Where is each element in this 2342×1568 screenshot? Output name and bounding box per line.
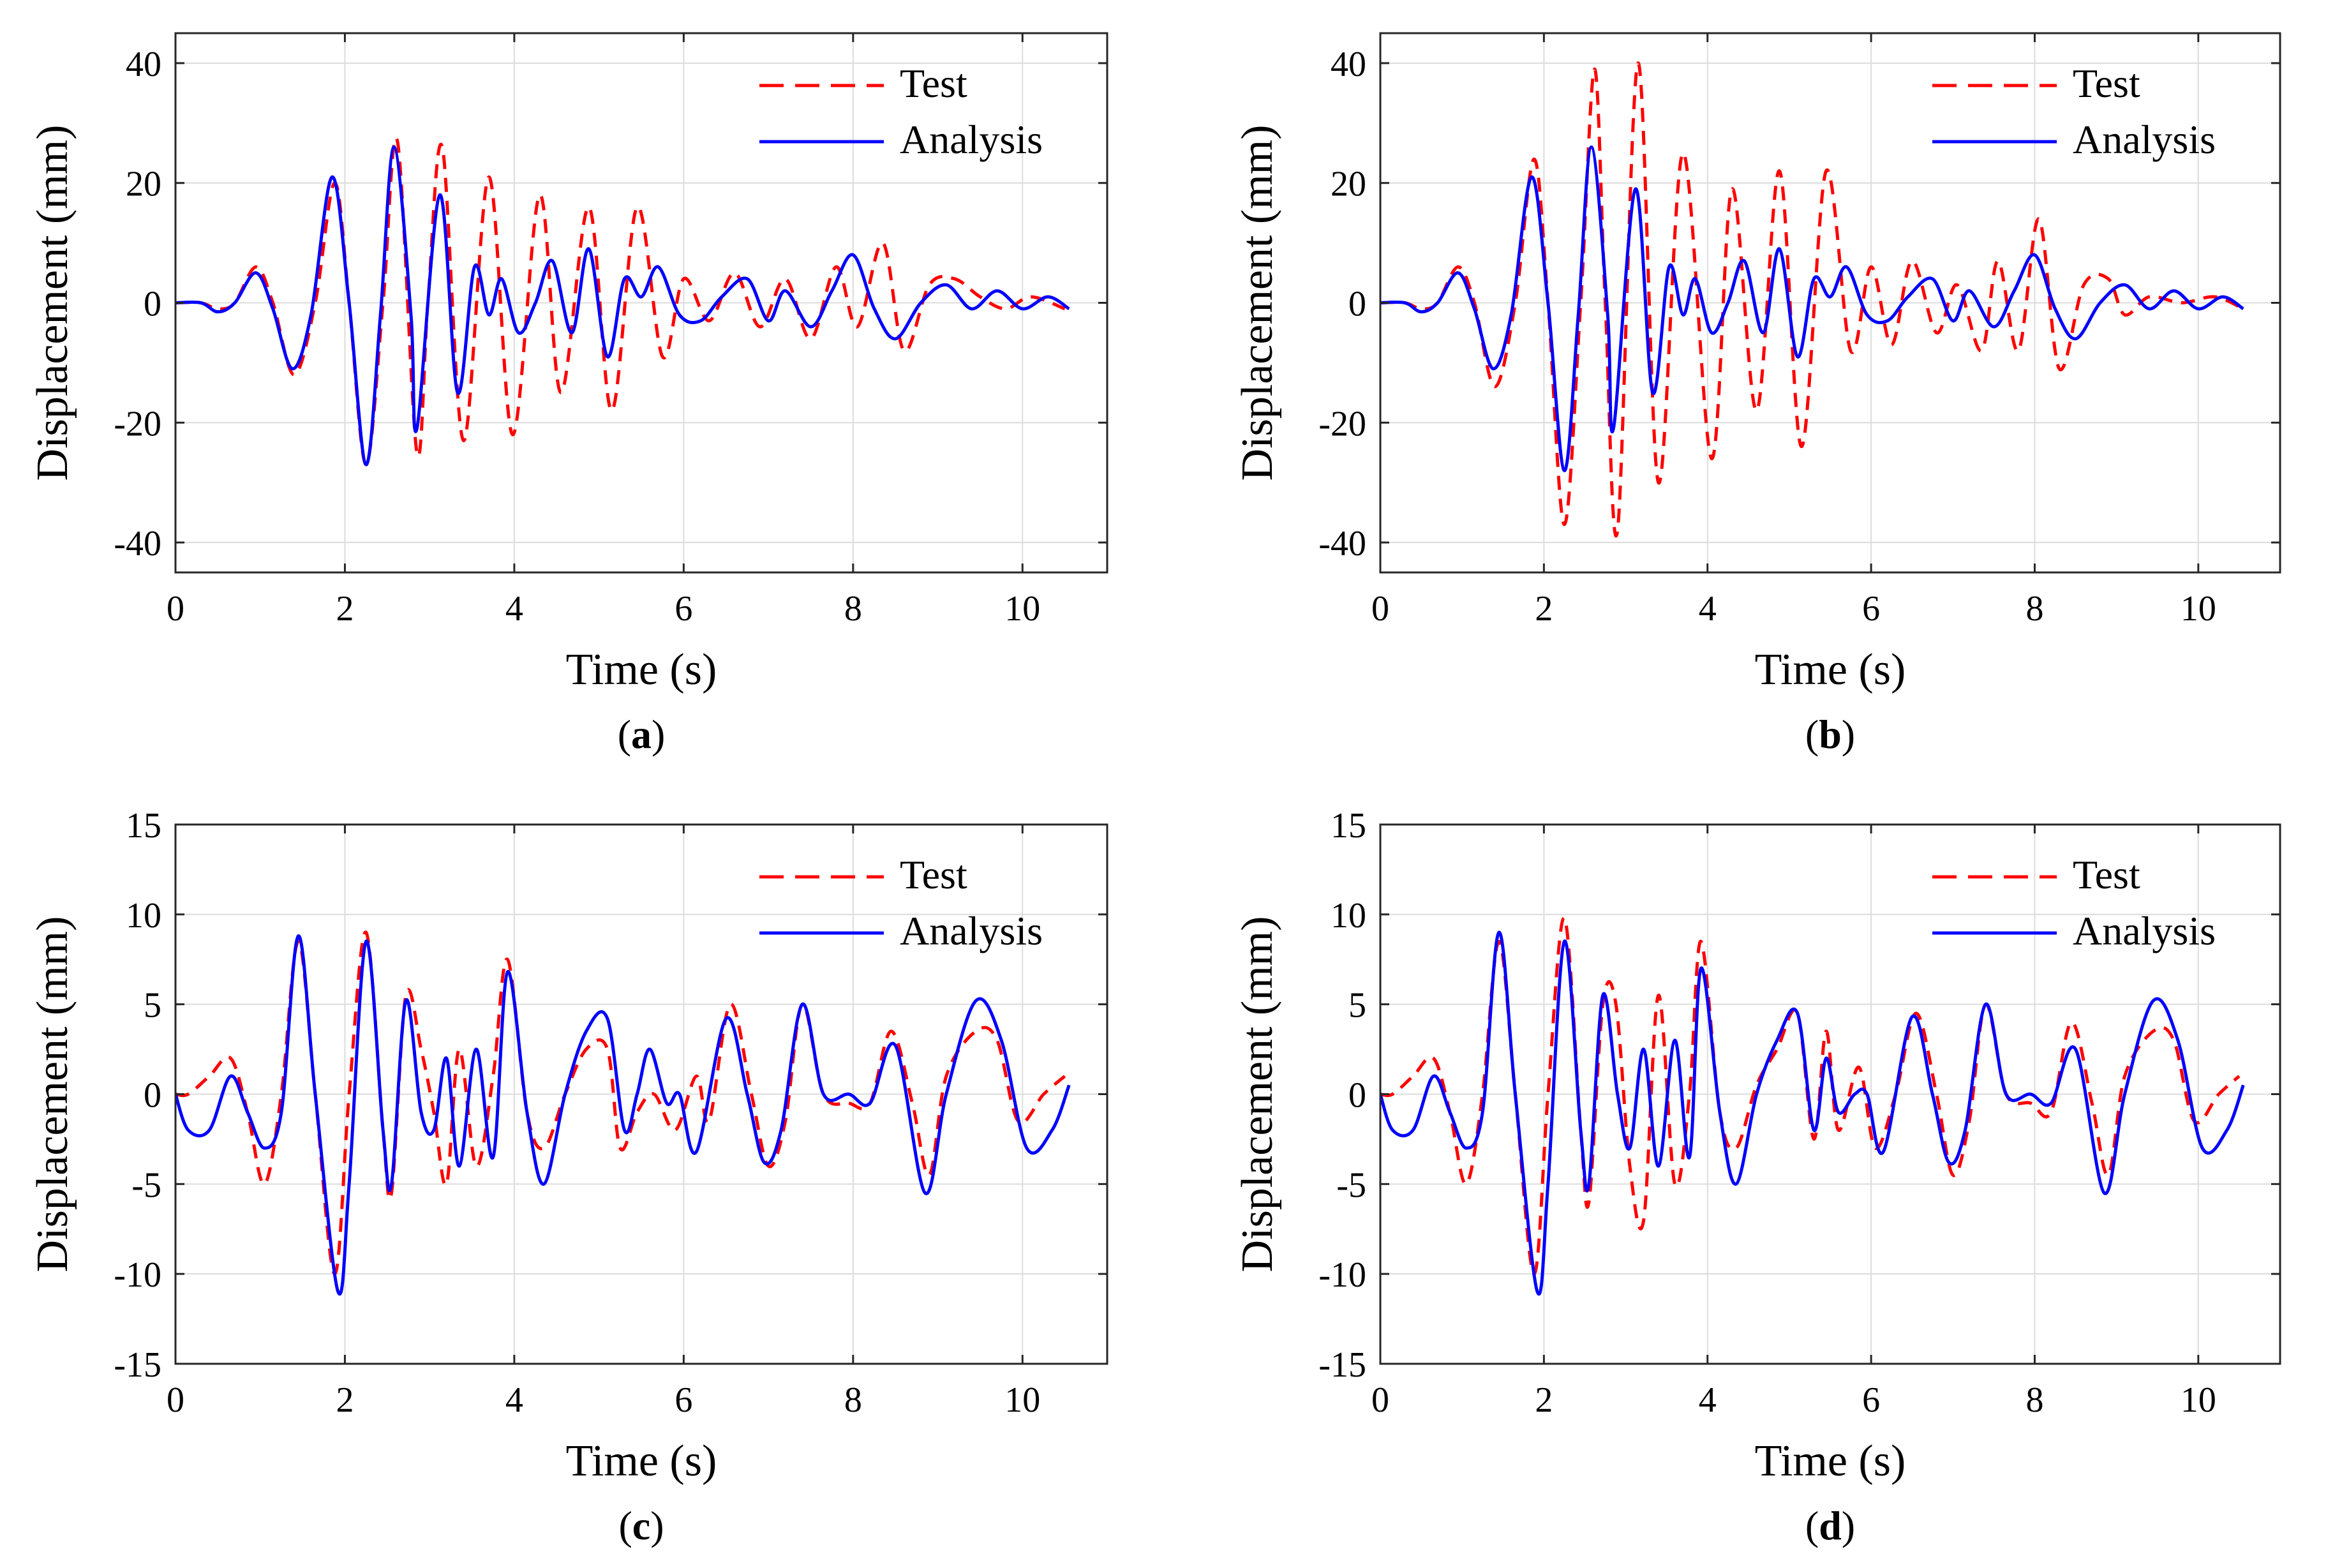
x-axis-title: Time (s) [566,1437,717,1486]
x-tick-label: 6 [675,1380,692,1420]
x-tick-label: 10 [1004,589,1040,629]
caption-open-paren: ( [618,712,631,757]
y-tick-label: 10 [126,896,161,936]
x-tick-label: 4 [505,1380,523,1420]
y-tick-label: 5 [1348,986,1366,1026]
caption-letter: b [1819,712,1842,757]
x-tick-label: 2 [336,589,354,629]
series-line-analysis [1380,145,2244,472]
caption-open-paren: ( [1805,1503,1819,1548]
y-tick-label: 10 [1331,896,1366,936]
caption-close-paren: ) [650,1503,664,1548]
x-tick-label: 2 [336,1380,354,1420]
y-tick-label: -15 [1318,1345,1366,1385]
x-axis-title: Time (s) [1755,645,1906,694]
y-tick-label: 0 [1348,1076,1366,1116]
series-line-analysis [175,934,1071,1295]
y-axis-title: Displacement (mm) [1233,125,1282,481]
caption-close-paren: ) [652,712,665,757]
panel-caption: (c) [618,1503,664,1548]
x-tick-label: 10 [2181,1380,2216,1420]
panel-caption: (d) [1805,1503,1855,1548]
chart-panel-d: 0 2 4 6 8 10 -15 -10 -5 0 5 10 15 Time (s) Displacemen… [1233,806,2281,1548]
y-tick-label: -5 [1336,1165,1366,1205]
x-tick-label: 0 [167,589,184,629]
y-axis-title: Displacement (mm) [28,125,77,481]
x-tick-label: 6 [1862,589,1880,629]
caption-close-paren: ) [1842,1503,1855,1548]
legend-label-test: Test [900,852,967,897]
y-tick-label: -20 [114,404,161,444]
x-tick-label: 10 [2181,589,2216,629]
y-tick-label: 0 [144,1076,161,1116]
x-tick-label: 0 [1371,589,1389,629]
y-tick-label: 0 [1348,285,1366,324]
legend-label-analysis: Analysis [900,908,1043,953]
x-tick-label: 0 [1371,1380,1389,1420]
x-tick-label: 2 [1535,1380,1553,1420]
y-tick-label: 0 [144,285,161,324]
y-tick-label: 40 [1331,45,1366,84]
y-tick-label: -40 [1318,524,1366,564]
y-tick-label: -10 [114,1255,161,1295]
y-tick-label: -10 [1318,1255,1366,1295]
y-tick-label: -5 [131,1165,161,1205]
legend-label-analysis: Analysis [900,117,1043,162]
series-line-analysis [175,145,1070,467]
x-tick-label: 10 [1004,1380,1040,1420]
caption-open-paren: ( [1805,712,1819,757]
x-tick-label: 8 [844,1380,862,1420]
chart-panel-c: 0 2 4 6 8 10 -15 -10 -5 0 5 10 15 Time (s) Displacemen… [28,806,1108,1548]
x-tick-label: 6 [675,589,692,629]
series-line-analysis [1380,930,2245,1295]
legend-label-test: Test [2073,852,2140,897]
panel-caption: (b) [1805,712,1855,757]
x-tick-label: 4 [1699,589,1717,629]
y-tick-label: 20 [126,165,161,204]
y-tick-label: 15 [1331,806,1366,846]
y-tick-label: 15 [126,806,161,846]
x-axis-title: Time (s) [566,645,717,694]
y-tick-label: -15 [114,1345,161,1385]
caption-letter: a [631,712,652,757]
chart-panel-b: 0 2 4 6 8 10 -40 -20 0 20 40 Time (s) Displacement (… [1233,32,2281,757]
legend-label-test: Test [900,61,967,106]
y-tick-label: -40 [114,524,161,564]
x-tick-label: 4 [505,589,523,629]
y-axis-title: Displacement (mm) [1233,916,1282,1273]
caption-letter: d [1819,1503,1842,1548]
caption-open-paren: ( [618,1503,632,1548]
y-tick-label: 40 [126,45,161,84]
x-tick-label: 8 [844,589,862,629]
chart-panel-a: 0 2 4 6 8 10 -40 -20 0 20 40 Time (s) Displacement (… [28,32,1108,757]
y-tick-label: 5 [144,986,161,1026]
legend-label-analysis: Analysis [2073,908,2216,953]
x-tick-label: 6 [1862,1380,1880,1420]
x-tick-label: 2 [1535,589,1553,629]
legend-label-analysis: Analysis [2073,117,2216,162]
caption-letter: c [632,1503,650,1548]
legend-label-test: Test [2073,61,2140,106]
x-tick-label: 8 [2025,589,2043,629]
caption-close-paren: ) [1842,712,1855,757]
y-tick-label: 20 [1331,165,1366,204]
x-tick-label: 4 [1699,1380,1717,1420]
y-tick-label: -20 [1318,404,1366,444]
y-axis-title: Displacement (mm) [28,916,77,1273]
x-tick-label: 0 [167,1380,184,1420]
x-tick-label: 8 [2025,1380,2043,1420]
panel-caption: (a) [618,712,666,757]
x-axis-title: Time (s) [1755,1437,1906,1486]
